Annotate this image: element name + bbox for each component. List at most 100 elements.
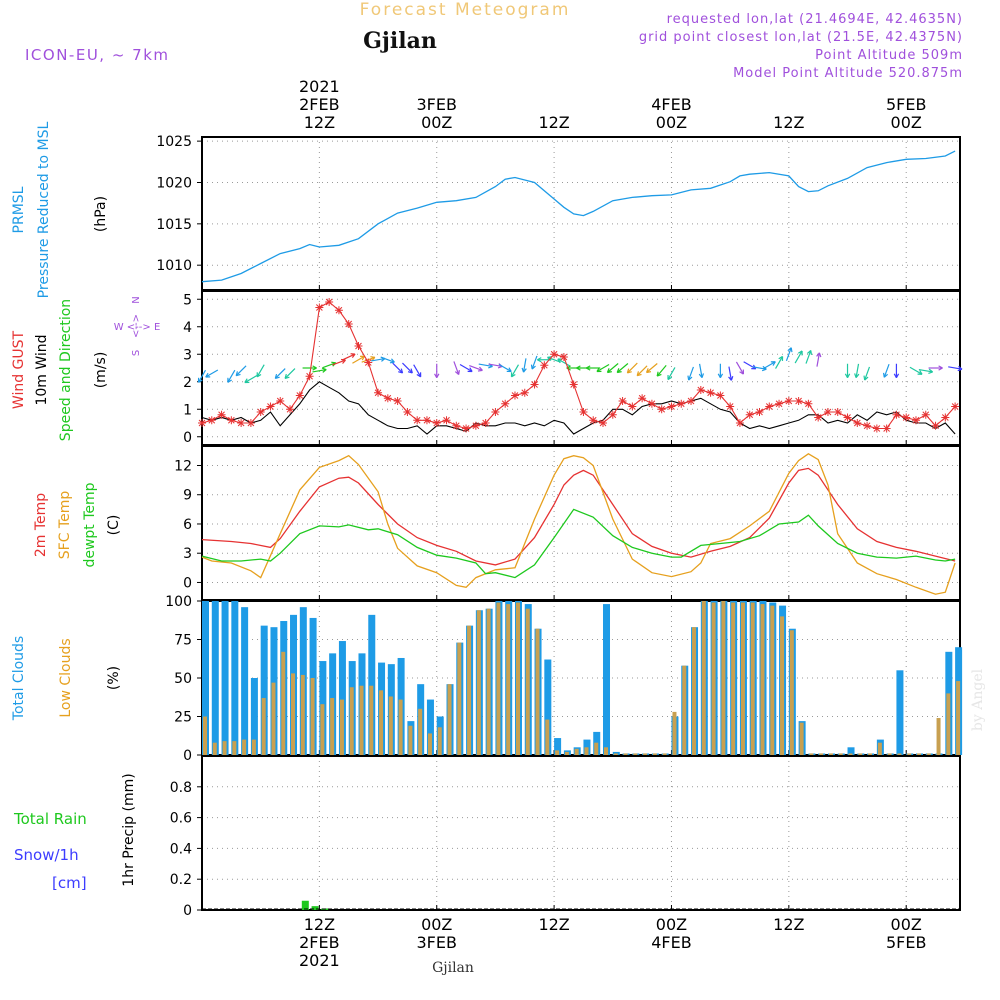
pressure-label-unit: (hPa) — [93, 196, 109, 232]
wind-speed-line — [201, 381, 956, 435]
wind-arrow — [616, 363, 629, 374]
wind-arrow — [728, 366, 734, 381]
ytick-label: 0 — [183, 748, 192, 764]
total-cloud-bar — [241, 607, 249, 755]
low-cloud-bar — [750, 602, 755, 755]
low-cloud-bar — [242, 739, 247, 755]
gust-marker — [207, 416, 216, 425]
wind-arrow — [687, 366, 694, 381]
low-cloud-bar — [379, 690, 384, 755]
low-cloud-bar — [633, 753, 638, 755]
low-cloud-bar — [203, 716, 207, 755]
point-altitude: Point Altitude 509m — [815, 48, 963, 63]
total-cloud-bar — [847, 747, 855, 755]
wind-arrow — [312, 367, 327, 373]
wind-arrow — [928, 365, 943, 371]
low-cloud-bar — [789, 630, 794, 755]
low-cloud-bar — [222, 741, 227, 755]
gust-marker — [422, 416, 431, 425]
ytick-label: 0 — [183, 575, 192, 591]
low-cloud-bar — [799, 722, 804, 755]
wind-arrow — [636, 365, 648, 377]
low-cloud-bar — [281, 651, 286, 755]
low-cloud-bar — [760, 604, 765, 755]
ytick-label: 1 — [183, 402, 192, 418]
gust-marker — [765, 402, 774, 411]
low-cloud-bar — [682, 665, 687, 755]
low-cloud-bar — [574, 748, 579, 755]
wind-arrow — [256, 364, 265, 378]
low-cloud-bar — [369, 685, 374, 755]
wind-arrow — [274, 368, 286, 380]
wind-arrow — [854, 363, 860, 379]
total-cloud-bar — [250, 678, 258, 755]
gust-marker — [344, 320, 353, 328]
low-cloud-bar — [701, 601, 706, 755]
low-cloud-bar — [907, 753, 912, 755]
ytick-label: 0 — [183, 903, 192, 919]
wind-arrow — [882, 363, 890, 378]
bottom-time-label: 00Z — [891, 915, 922, 934]
wind-arrow — [205, 369, 219, 378]
ytick-label: 100 — [165, 594, 192, 610]
gust-marker — [823, 408, 832, 416]
wind-arrow — [498, 363, 512, 373]
gust-marker — [501, 399, 510, 408]
total-cloud-bar — [202, 601, 209, 755]
low-cloud-bar — [418, 708, 423, 755]
wind-arrow — [227, 369, 236, 383]
low-cloud-bar — [936, 718, 941, 755]
gust-marker — [374, 388, 383, 397]
clouds-label-total: Total Clouds — [11, 636, 27, 721]
gust-marker — [716, 391, 725, 400]
low-cloud-bar — [643, 753, 648, 755]
bottom-time-label: 3FEB — [417, 933, 457, 952]
low-cloud-bar — [398, 699, 403, 755]
gust-marker — [951, 402, 960, 411]
wind-arrow — [606, 363, 619, 374]
wind-label-10m: 10m Wind — [34, 334, 50, 405]
gust-marker — [295, 391, 304, 400]
gust-marker — [334, 306, 343, 315]
low-cloud-bar — [809, 753, 814, 755]
clouds-label-low: Low Clouds — [58, 638, 74, 717]
ytick-label: 1010 — [156, 258, 192, 274]
low-cloud-bar — [838, 753, 843, 755]
low-cloud-bar — [496, 602, 501, 755]
gust-marker — [540, 361, 549, 370]
top-time-label: 00Z — [891, 113, 922, 132]
wind-arrow — [909, 366, 923, 375]
top-time-label: 12Z — [773, 113, 804, 132]
low-cloud-bar — [359, 685, 364, 755]
low-cloud-bar — [251, 739, 256, 755]
gust-marker — [814, 413, 823, 422]
gust-marker — [286, 405, 295, 414]
low-cloud-bar — [427, 733, 432, 755]
low-cloud-bar — [692, 627, 697, 755]
gust-marker — [491, 408, 500, 416]
wind-arrow — [667, 367, 676, 381]
gust-marker — [931, 421, 940, 430]
low-cloud-bar — [819, 753, 824, 755]
gust-marker — [432, 419, 441, 427]
wind-arrow — [717, 363, 724, 379]
gust-marker — [276, 397, 285, 405]
gust-marker — [921, 410, 930, 419]
low-cloud-bar — [506, 604, 511, 755]
gust-marker — [833, 408, 842, 416]
gust-marker — [471, 421, 480, 430]
low-cloud-bar — [349, 687, 354, 755]
wind-arrow — [735, 361, 745, 375]
wind-arrow — [645, 363, 658, 374]
low-cloud-bar — [740, 602, 745, 755]
bottom-time-label: 00Z — [421, 915, 452, 934]
gust-marker — [589, 416, 598, 425]
gust-marker — [520, 388, 529, 397]
low-cloud-bar — [457, 642, 462, 755]
wind-arrow — [459, 363, 473, 373]
wind-arrow — [244, 374, 258, 384]
top-time-label: 12Z — [304, 113, 335, 132]
bottom-time-label: 2FEB — [299, 933, 339, 952]
side-labels: PRMSL Pressure Reduced to MSL (hPa) Wind… — [11, 121, 160, 892]
